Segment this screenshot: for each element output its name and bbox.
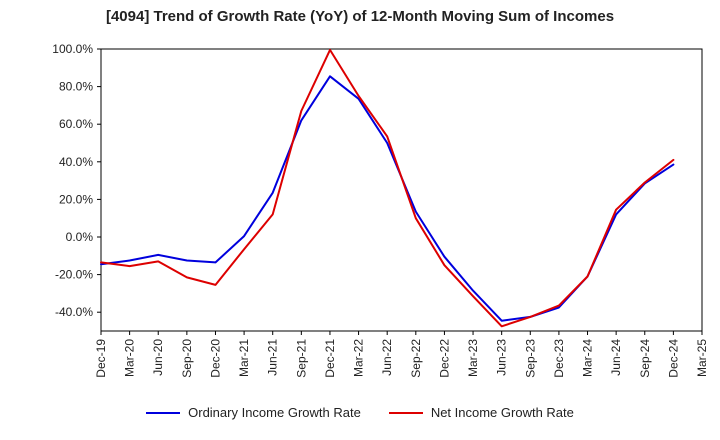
x-tick-label: Dec-22 — [437, 339, 451, 378]
legend-swatch-net — [388, 411, 423, 414]
x-tick-label: Sep-24 — [638, 339, 652, 378]
y-tick-label: 0.0% — [66, 230, 94, 244]
plot-area — [100, 48, 703, 332]
y-tick-label: 20.0% — [59, 192, 93, 206]
x-tick-label: Sep-22 — [409, 339, 423, 378]
legend: Ordinary Income Growth Rate Net Income G… — [0, 405, 720, 420]
x-tick-label: Sep-20 — [180, 339, 194, 378]
x-tick-label: Mar-23 — [466, 339, 480, 377]
legend-item-net[interactable]: Net Income Growth Rate — [388, 405, 574, 420]
x-tick-label: Dec-19 — [94, 339, 108, 378]
y-tick-label: 60.0% — [59, 117, 93, 131]
y-tick-label: 100.0% — [52, 42, 93, 56]
x-tick-label: Mar-22 — [352, 339, 366, 377]
x-tick-label: Jun-24 — [609, 339, 623, 376]
x-tick-label: Dec-23 — [552, 339, 566, 378]
x-tick-label: Jun-21 — [266, 339, 280, 376]
x-tick-label: Mar-25 — [695, 339, 709, 377]
y-tick-label: 40.0% — [59, 155, 93, 169]
legend-label-ordinary: Ordinary Income Growth Rate — [188, 405, 361, 420]
x-tick-label: Jun-23 — [495, 339, 509, 376]
legend-item-ordinary[interactable]: Ordinary Income Growth Rate — [146, 405, 361, 420]
y-tick-label: -40.0% — [55, 305, 93, 319]
x-tick-label: Jun-20 — [151, 339, 165, 376]
y-tick-label: -20.0% — [55, 268, 93, 282]
x-tick-label: Jun-22 — [380, 339, 394, 376]
x-tick-label: Mar-21 — [237, 339, 251, 377]
x-tick-label: Mar-24 — [581, 339, 595, 377]
x-tick-label: Dec-21 — [323, 339, 337, 378]
axes — [97, 48, 703, 335]
chart-title: [4094] Trend of Growth Rate (YoY) of 12-… — [105, 8, 615, 25]
y-tick-label: 80.0% — [59, 80, 93, 94]
legend-swatch-ordinary — [146, 411, 181, 414]
x-tick-label: Mar-20 — [123, 339, 137, 377]
series-lines — [100, 48, 675, 328]
x-tick-label: Sep-23 — [523, 339, 537, 378]
x-tick-label: Sep-21 — [294, 339, 308, 378]
x-tick-label: Dec-24 — [666, 339, 680, 378]
series-line-net-income — [100, 48, 675, 328]
tick-labels: 100.0% 80.0% 60.0% 40.0% 20.0% 0.0% -20.0% -40.… — [52, 42, 709, 378]
legend-label-net: Net Income Growth Rate — [430, 405, 574, 420]
x-tick-label: Dec-20 — [208, 339, 222, 378]
